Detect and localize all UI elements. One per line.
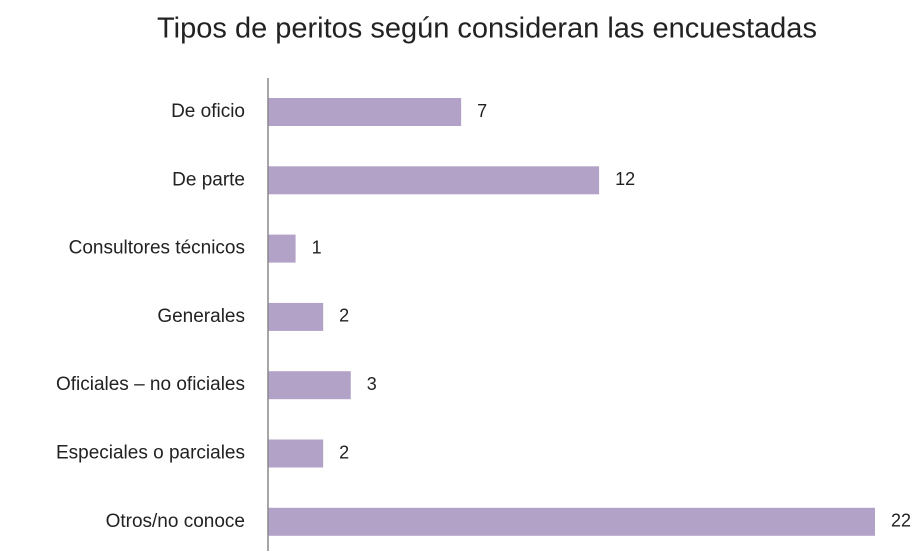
- category-label: Otros/no conoce: [106, 511, 245, 532]
- bar: [268, 302, 324, 331]
- bar: [268, 439, 324, 468]
- value-label: 12: [615, 169, 635, 189]
- bar: [268, 371, 351, 400]
- value-label: 7: [477, 101, 487, 121]
- category-label: Generales: [157, 306, 245, 327]
- category-label: De oficio: [171, 101, 245, 122]
- value-label: 3: [367, 374, 377, 394]
- value-label: 2: [339, 306, 349, 326]
- value-label: 2: [339, 442, 349, 462]
- bar: [268, 507, 875, 536]
- bar: [268, 234, 296, 263]
- category-label: Consultores técnicos: [69, 238, 245, 259]
- value-label: 1: [312, 237, 322, 257]
- value-label: 22: [891, 511, 911, 531]
- chart-title: Tipos de peritos según consideran las en…: [157, 13, 817, 45]
- bar: [268, 98, 462, 126]
- category-label: Oficiales – no oficiales: [56, 374, 245, 395]
- bar: [268, 166, 600, 195]
- category-label: De parte: [172, 169, 245, 190]
- category-label: Especiales o parciales: [56, 443, 245, 464]
